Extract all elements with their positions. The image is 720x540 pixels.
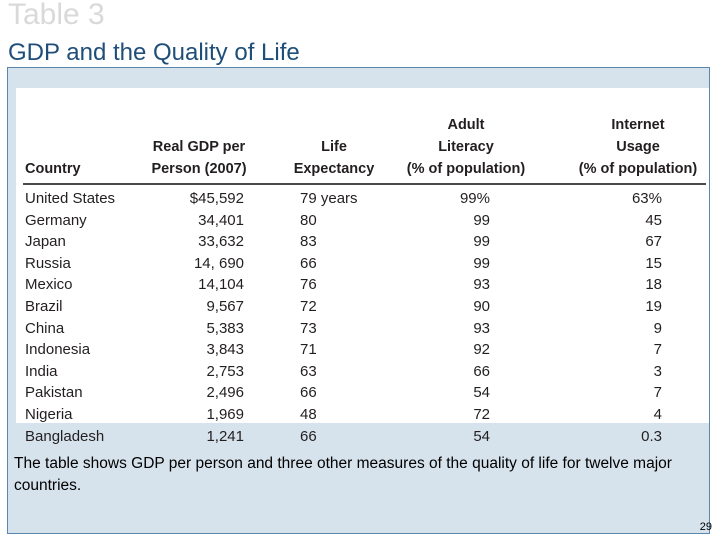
cell-adult-literacy: 93	[473, 276, 490, 294]
cell-life-expectancy: 63	[300, 362, 317, 380]
table-row: Indonesia 3,843 71 92 7	[16, 339, 709, 361]
cell-adult-literacy: 90	[473, 297, 490, 315]
cell-country: Pakistan	[25, 384, 83, 402]
cell-internet-usage: 7	[653, 341, 662, 359]
header-line: Usage	[616, 139, 660, 155]
cell-adult-literacy: 99	[473, 254, 490, 272]
cell-country: Japan	[25, 233, 66, 251]
table-row: Mexico 14,104 76 93 18	[16, 274, 709, 296]
cell-country: Indonesia	[25, 341, 91, 359]
cell-life-expectancy: 76	[300, 276, 317, 294]
header-line: (% of population)	[406, 161, 526, 177]
cell-country: Mexico	[25, 276, 73, 294]
slide-title: GDP and the Quality of Life	[8, 39, 300, 66]
cell-adult-literacy: 54	[473, 427, 490, 445]
column-header-adult-literacy: Adult Literacy (% of population)	[399, 114, 533, 180]
cell-life-expectancy: 72	[300, 297, 317, 315]
header-divider	[23, 183, 706, 185]
header-line: (% of population)	[578, 161, 698, 177]
column-header-gdp: Real GDP per Person (2007)	[144, 114, 254, 180]
header-line: Life	[321, 139, 347, 155]
table-row: Pakistan 2,496 66 54 7	[16, 382, 709, 404]
cell-gdp: 5,383	[206, 319, 244, 337]
cell-internet-usage: 19	[645, 297, 662, 315]
table-row: Nigeria 1,969 48 72 4	[16, 404, 709, 426]
cell-life-expectancy: 79 years	[300, 190, 358, 207]
cell-gdp: 14, 690	[193, 254, 244, 272]
cell-country: China	[25, 319, 65, 337]
cell-internet-usage: 15	[645, 254, 662, 272]
cell-country: Brazil	[25, 297, 63, 315]
cell-gdp: 33,632	[198, 233, 244, 251]
cell-internet-usage: 4	[653, 405, 662, 423]
cell-adult-literacy: 99%	[459, 190, 490, 207]
data-table: Country Real GDP per Person (2007) Life …	[16, 88, 709, 445]
table-row: Germany 34,401 80 99 45	[16, 210, 709, 232]
cell-internet-usage: 63%	[631, 190, 662, 207]
cell-life-expectancy: 73	[300, 319, 317, 337]
content-panel: Country Real GDP per Person (2007) Life …	[7, 67, 710, 534]
cell-adult-literacy: 54	[473, 384, 490, 402]
column-header-life-expectancy: Life Expectancy	[282, 114, 386, 180]
cell-country: Bangladesh	[25, 427, 105, 445]
table-row: Brazil 9,567 72 90 19	[16, 296, 709, 318]
cell-gdp: 9,567	[206, 297, 244, 315]
cell-life-expectancy: 66	[300, 427, 317, 445]
table-body: United States $45,592 79 years 99% 63% G…	[16, 188, 709, 447]
cell-country: Nigeria	[25, 405, 73, 423]
cell-internet-usage: 18	[645, 276, 662, 294]
cell-country: India	[25, 362, 58, 380]
cell-internet-usage: 7	[653, 384, 662, 402]
cell-adult-literacy: 66	[473, 362, 490, 380]
header-line: Real GDP per	[152, 139, 246, 155]
cell-internet-usage: 0.3	[641, 427, 662, 445]
header-line: Expectancy	[293, 161, 375, 177]
column-header-country: Country	[25, 114, 81, 180]
cell-country: Russia	[25, 254, 71, 272]
cell-internet-usage: 45	[645, 211, 662, 229]
cell-country: Germany	[25, 211, 87, 229]
cell-adult-literacy: 72	[473, 405, 490, 423]
table-row: Russia 14, 690 66 99 15	[16, 253, 709, 275]
cell-life-expectancy: 71	[300, 341, 317, 359]
cell-gdp: $45,592	[189, 190, 244, 207]
cell-internet-usage: 3	[653, 362, 662, 380]
cell-gdp: 1,969	[206, 405, 244, 423]
cell-adult-literacy: 93	[473, 319, 490, 337]
cell-internet-usage: 67	[645, 233, 662, 251]
cell-gdp: 3,843	[206, 341, 244, 359]
slide-section-label: Table 3	[8, 0, 105, 31]
table-row: Japan 33,632 83 99 67	[16, 231, 709, 253]
cell-adult-literacy: 92	[473, 341, 490, 359]
cell-life-expectancy: 80	[300, 211, 317, 229]
cell-life-expectancy: 66	[300, 254, 317, 272]
table-row: China 5,383 73 93 9	[16, 318, 709, 340]
cell-gdp: 2,496	[206, 384, 244, 402]
cell-adult-literacy: 99	[473, 233, 490, 251]
cell-adult-literacy: 99	[473, 211, 490, 229]
header-line: Internet	[611, 117, 665, 133]
cell-country: United States	[25, 190, 116, 207]
cell-life-expectancy: 83	[300, 233, 317, 251]
cell-gdp: 1,241	[206, 427, 244, 445]
cell-gdp: 34,401	[198, 211, 244, 229]
table-row: India 2,753 63 66 3	[16, 361, 709, 383]
cell-gdp: 2,753	[206, 362, 244, 380]
cell-gdp: 14,104	[198, 276, 244, 294]
cell-life-expectancy: 66	[300, 384, 317, 402]
header-line: Person (2007)	[151, 161, 247, 177]
header-line: Adult	[447, 117, 485, 133]
page-number: 29	[699, 521, 712, 533]
cell-life-expectancy: 48	[300, 405, 317, 423]
column-header-internet-usage: Internet Usage (% of population)	[571, 114, 705, 180]
table-row: United States $45,592 79 years 99% 63%	[16, 188, 709, 210]
header-line: Literacy	[438, 139, 494, 155]
table-row: Bangladesh 1,241 66 54 0.3	[16, 426, 709, 448]
header-line: Country	[25, 161, 81, 177]
table-caption: The table shows GDP per person and three…	[14, 455, 672, 494]
cell-internet-usage: 9	[653, 319, 662, 337]
